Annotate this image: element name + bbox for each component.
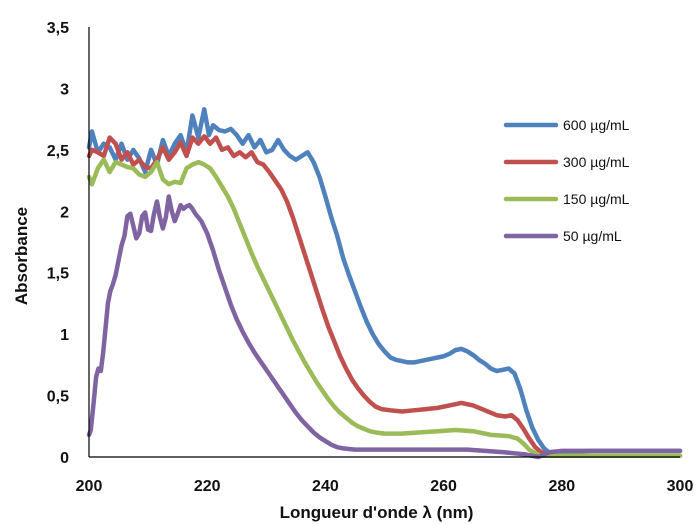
axis-layer <box>88 27 680 458</box>
series-line-1 <box>86 134 683 459</box>
y-axis-title: Absorbance <box>12 207 31 305</box>
legend-item: 300 µg/mL <box>503 154 630 170</box>
y-tick-label: 3 <box>60 81 69 98</box>
legend-label: 50 µg/mL <box>563 228 622 244</box>
y-tick-label: 0,5 <box>47 389 69 406</box>
series-line-2 <box>86 157 683 459</box>
y-tick-label: 2 <box>60 204 69 221</box>
legend-item: 50 µg/mL <box>503 228 622 244</box>
legend-label: 300 µg/mL <box>563 154 630 170</box>
series-line-3 <box>86 194 683 460</box>
y-tick-label: 0 <box>60 450 69 467</box>
x-tick-label: 260 <box>430 478 457 495</box>
legend-label: 150 µg/mL <box>563 191 630 207</box>
legend-item: 600 µg/mL <box>503 117 630 133</box>
x-tick-label: 280 <box>548 478 575 495</box>
x-axis-title: Longueur d'onde λ (nm) <box>280 503 474 522</box>
y-tick-label: 1,5 <box>47 266 69 283</box>
x-tick-label: 240 <box>312 478 339 495</box>
legend-label: 600 µg/mL <box>563 117 630 133</box>
y-tick-label: 2,5 <box>47 143 69 160</box>
x-tick-label: 300 <box>667 478 694 495</box>
x-tick-label: 200 <box>76 478 103 495</box>
x-tick-label: 220 <box>194 478 221 495</box>
y-tick-label: 1 <box>60 327 69 344</box>
legend: 600 µg/mL 300 µg/mL 150 µg/mL 50 µg/mL <box>503 117 630 244</box>
legend-item: 150 µg/mL <box>503 191 630 207</box>
series-layer <box>86 107 683 460</box>
label-layer: 0 0,5 1 1,5 2 2,5 3 3,5 200 220 240 260 280 300 Longue… <box>12 20 693 522</box>
y-tick-label: 3,5 <box>47 20 69 37</box>
